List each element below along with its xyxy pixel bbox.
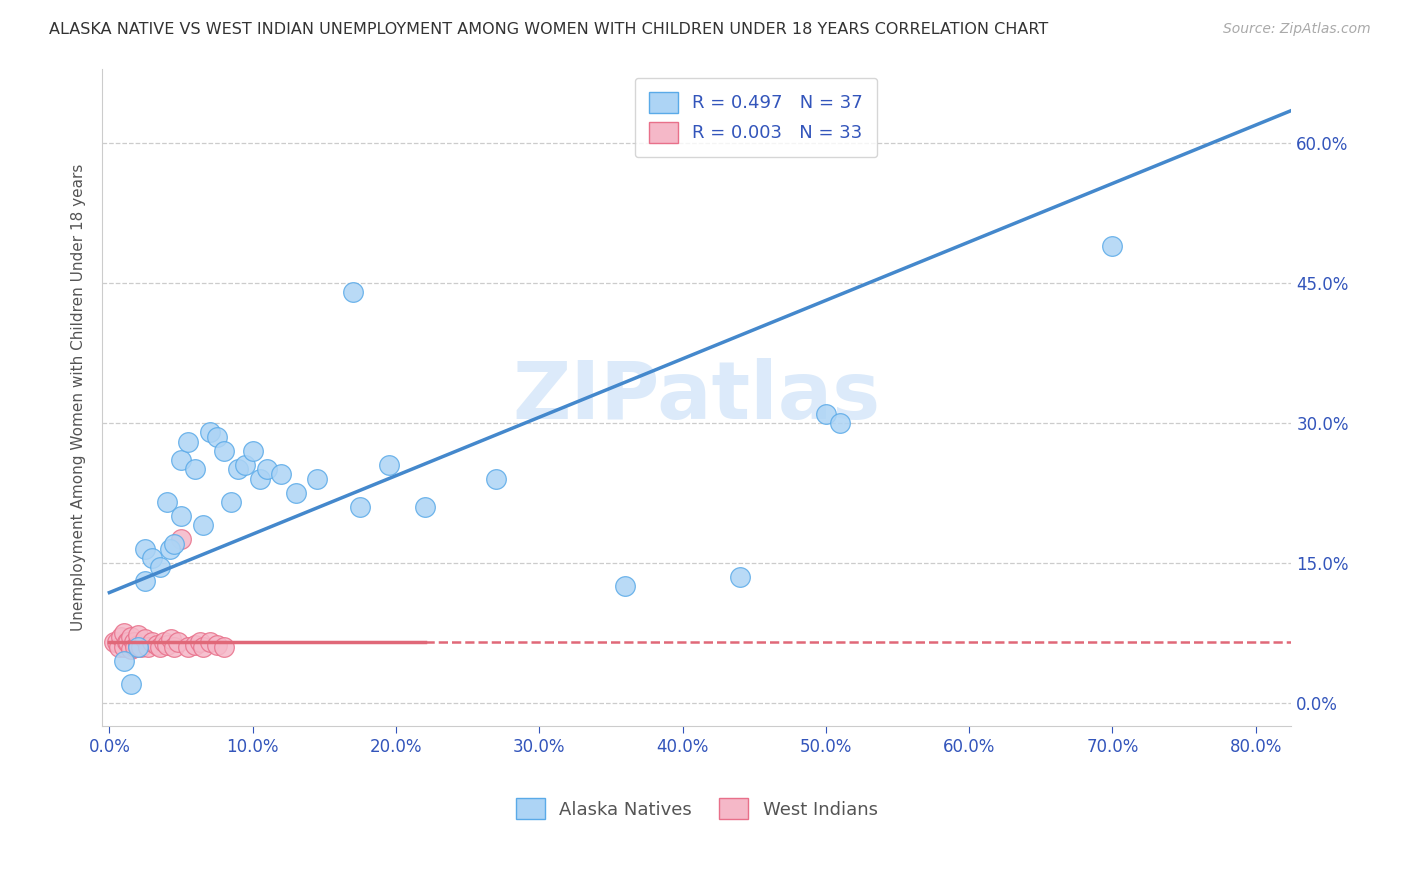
Point: [205, 638, 228, 652]
Point: [120, 630, 142, 644]
Point: [249, 472, 271, 486]
Point: [112, 654, 135, 668]
Point: [349, 500, 371, 514]
Point: [256, 462, 278, 476]
Point: [307, 472, 329, 486]
Point: [120, 677, 142, 691]
Point: [1101, 238, 1123, 252]
Point: [145, 638, 167, 652]
Point: [191, 518, 214, 533]
Point: [122, 635, 145, 649]
Point: [110, 630, 132, 644]
Point: [184, 462, 207, 476]
Text: ZIPatlas: ZIPatlas: [513, 359, 882, 436]
Point: [127, 628, 149, 642]
Point: [129, 640, 152, 654]
Point: [242, 443, 264, 458]
Point: [159, 541, 181, 556]
Point: [148, 560, 170, 574]
Point: [160, 632, 183, 647]
Point: [141, 551, 163, 566]
Point: [212, 640, 235, 654]
Point: [170, 453, 193, 467]
Point: [188, 635, 211, 649]
Point: [156, 638, 179, 652]
Point: [105, 635, 128, 649]
Point: [198, 425, 221, 440]
Point: [228, 462, 250, 476]
Point: [198, 635, 221, 649]
Point: [212, 443, 235, 458]
Point: [177, 434, 200, 449]
Point: [184, 638, 207, 652]
Point: [141, 635, 163, 649]
Text: ALASKA NATIVE VS WEST INDIAN UNEMPLOYMENT AMONG WOMEN WITH CHILDREN UNDER 18 YEA: ALASKA NATIVE VS WEST INDIAN UNEMPLOYMEN…: [49, 22, 1049, 37]
Point: [156, 495, 179, 509]
Point: [153, 635, 176, 649]
Point: [136, 640, 159, 654]
Point: [117, 635, 139, 649]
Point: [170, 509, 193, 524]
Point: [112, 640, 135, 654]
Point: [205, 430, 228, 444]
Point: [614, 579, 637, 593]
Point: [127, 640, 149, 654]
Point: [830, 416, 852, 430]
Point: [191, 640, 214, 654]
Point: [163, 640, 186, 654]
Point: [134, 574, 156, 589]
Point: [284, 485, 307, 500]
Point: [342, 285, 364, 300]
Y-axis label: Unemployment Among Women with Children Under 18 years: Unemployment Among Women with Children U…: [72, 163, 86, 631]
Point: [163, 537, 186, 551]
Point: [378, 458, 401, 472]
Point: [134, 541, 156, 556]
Point: [112, 625, 135, 640]
Point: [728, 570, 751, 584]
Point: [170, 533, 193, 547]
Point: [134, 632, 156, 647]
Point: [167, 635, 190, 649]
Point: [177, 640, 200, 654]
Point: [108, 640, 131, 654]
Point: [413, 500, 436, 514]
Point: [120, 641, 142, 656]
Point: [148, 640, 170, 654]
Legend: Alaska Natives, West Indians: Alaska Natives, West Indians: [505, 788, 889, 830]
Point: [814, 407, 837, 421]
Point: [235, 458, 257, 472]
Point: [124, 640, 146, 654]
Point: [115, 635, 138, 649]
Point: [127, 638, 149, 652]
Point: [219, 495, 242, 509]
Point: [270, 467, 292, 482]
Text: Source: ZipAtlas.com: Source: ZipAtlas.com: [1223, 22, 1371, 37]
Point: [485, 472, 508, 486]
Point: [103, 635, 125, 649]
